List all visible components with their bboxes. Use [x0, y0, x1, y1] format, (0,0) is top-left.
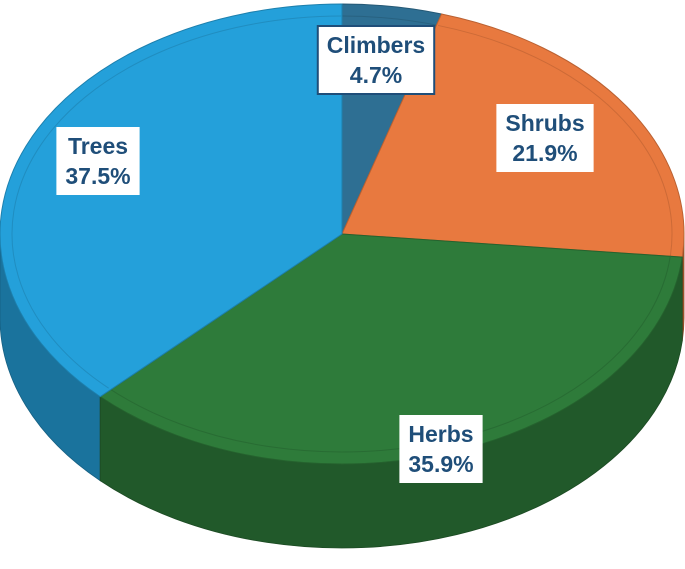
pie-labels: Climbers 4.7% Shrubs 21.9% Herbs 35.9% Trees 37…: [56, 25, 594, 483]
data-label-category: Shrubs: [505, 110, 584, 136]
data-label-value: 37.5%: [65, 163, 130, 189]
pie-slice-rim-trees: [11, 15, 343, 389]
pie-top: [0, 3, 685, 465]
data-label-category: Climbers: [327, 32, 425, 58]
data-label-category: Trees: [68, 133, 128, 159]
data-label-value: 35.9%: [408, 451, 473, 477]
data-label-box: [496, 104, 594, 172]
data-label-shrubs: Shrubs 21.9%: [496, 104, 594, 172]
data-label-trees: Trees 37.5%: [56, 127, 140, 195]
data-label-climbers: Climbers 4.7%: [316, 25, 436, 95]
data-label-value: 21.9%: [512, 140, 577, 166]
data-label-herbs: Herbs 35.9%: [399, 415, 483, 483]
data-label-value: 4.7%: [350, 62, 402, 88]
data-label-category: Herbs: [408, 421, 473, 447]
data-label-box: [56, 127, 140, 195]
pie-slice-trees: [0, 3, 343, 398]
pie-slice-rim-climbers: [341, 15, 439, 26]
data-label-box: [316, 25, 436, 95]
data-label-box: [399, 415, 483, 483]
pie-slice-rim-shrubs: [437, 24, 673, 256]
